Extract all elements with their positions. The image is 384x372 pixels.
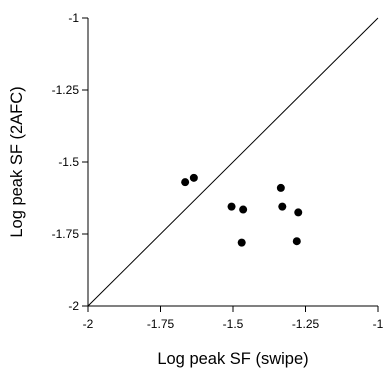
data-point <box>294 208 303 217</box>
data-point <box>239 205 248 214</box>
y-axis-title: Log peak SF (2AFC) <box>8 86 26 237</box>
data-point <box>278 202 287 211</box>
data-point <box>292 237 301 246</box>
data-point <box>237 238 246 247</box>
x-tick-label: -1.5 <box>223 317 244 331</box>
y-tick-label: -1.25 <box>52 83 80 97</box>
x-tick-label: -1 <box>373 317 384 331</box>
data-points <box>181 173 303 247</box>
x-tick-label: -1.25 <box>292 317 320 331</box>
identity-reference-line <box>87 17 379 307</box>
x-tick-label: -2 <box>83 317 94 331</box>
y-axis-ticks: -2 -1.75 -1.5 -1.25 -1 <box>52 11 88 313</box>
data-point <box>276 183 285 192</box>
y-tick-label: -1.5 <box>58 155 79 169</box>
data-point <box>189 173 198 182</box>
y-tick-label: -1 <box>68 11 79 25</box>
x-axis-title: Log peak SF (swipe) <box>157 350 308 368</box>
data-point <box>181 178 190 187</box>
data-point <box>227 202 236 211</box>
x-axis-ticks: -2 -1.75 -1.5 -1.25 -1 <box>83 306 384 331</box>
x-tick-label: -1.75 <box>147 317 175 331</box>
y-tick-label: -1.75 <box>52 227 80 241</box>
y-tick-label: -2 <box>68 299 79 313</box>
